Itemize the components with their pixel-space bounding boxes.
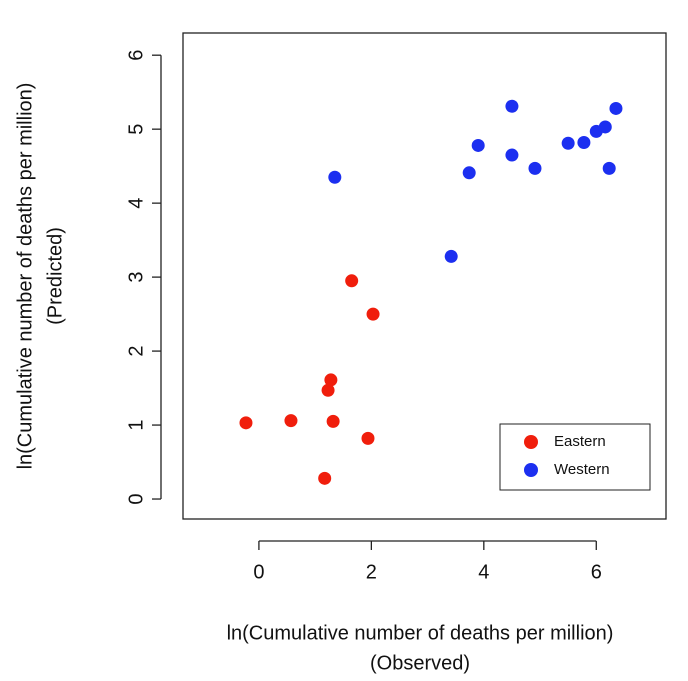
point (324, 373, 338, 387)
plot-frame (182, 32, 667, 520)
y-tick-label: 1 (125, 419, 147, 430)
point (321, 383, 335, 397)
point (561, 136, 575, 150)
y-tick-label: 3 (125, 272, 147, 283)
point (318, 471, 332, 485)
point (345, 274, 359, 288)
point (471, 138, 485, 152)
legend-marker (524, 435, 538, 449)
legend-marker (524, 463, 538, 477)
point (366, 307, 380, 321)
point (505, 99, 519, 113)
x-tick-label: 6 (591, 561, 602, 583)
y-tick-label: 4 (125, 198, 147, 209)
legend-box (499, 423, 651, 491)
legend-label: Western (554, 461, 610, 478)
point (598, 120, 612, 134)
point (577, 135, 591, 149)
point (505, 148, 519, 162)
point (444, 249, 458, 263)
point (326, 414, 340, 428)
point (239, 416, 253, 430)
point (328, 170, 342, 184)
y-axis-label: ln(Cumulative number of deaths per milli… (14, 83, 36, 470)
y-tick-label: 6 (125, 50, 147, 61)
point (528, 161, 542, 175)
y-axis-label: (Predicted) (44, 227, 66, 325)
x-axis-label: ln(Cumulative number of deaths per milli… (227, 622, 614, 644)
y-tick-label: 2 (125, 346, 147, 357)
x-axis-label: (Observed) (370, 652, 470, 674)
x-tick-label: 0 (253, 561, 264, 583)
point (462, 166, 476, 180)
point (361, 431, 375, 445)
x-tick-label: 4 (478, 561, 489, 583)
point (284, 414, 298, 428)
y-tick-label: 0 (125, 493, 147, 504)
legend-label: Eastern (554, 433, 606, 450)
point (602, 161, 616, 175)
x-tick-label: 2 (366, 561, 377, 583)
point (609, 101, 623, 115)
y-tick-label: 5 (125, 124, 147, 135)
